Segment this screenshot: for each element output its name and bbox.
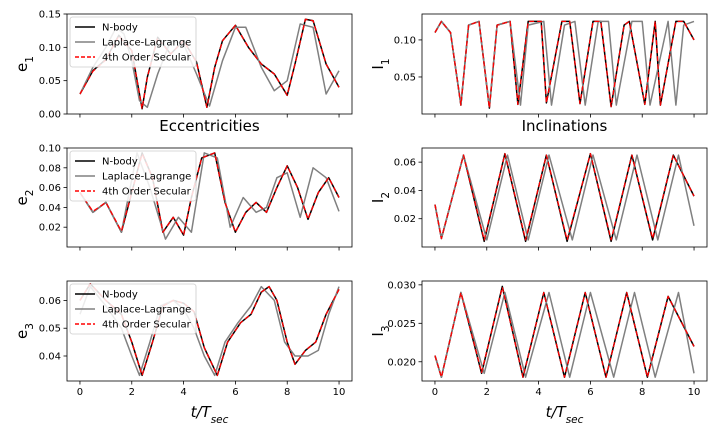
series-line-4th-order-secular — [79, 18, 340, 110]
legend: N-body Laplace-Lagrange 4th Order Secular — [69, 283, 197, 335]
legend-entry: N-body — [102, 157, 138, 168]
y-axis-label: I1 — [369, 58, 392, 69]
series-line-laplace-lagrange — [434, 20, 695, 108]
y-tick-label: 0.15 — [39, 10, 61, 21]
series-line-n-body — [434, 20, 695, 109]
axes-frame — [421, 13, 708, 115]
legend-entry: N-body — [102, 23, 138, 34]
subplot-I2: 0.02 0.04 0.06 I2 — [369, 147, 708, 251]
y-tick-label: 0.02 — [39, 223, 61, 234]
legend-entry: 4th Order Secular — [102, 320, 192, 331]
axes-frame — [421, 280, 708, 382]
y-axis-label: e3 — [13, 323, 36, 339]
legend-entry: Laplace-Lagrange — [102, 305, 191, 316]
legend-box — [69, 283, 197, 335]
y-tick-label: 0.10 — [394, 35, 416, 46]
subplot-I1: 0.05 0.10 I1 — [369, 13, 708, 118]
axes-frame — [66, 280, 353, 382]
y-tick-label: 0.05 — [39, 324, 61, 335]
y-tick-label: 0.06 — [394, 158, 416, 169]
series-line-laplace-lagrange — [434, 291, 695, 378]
x-tick-label: 6 — [587, 387, 593, 398]
x-tick-label: 8 — [639, 387, 645, 398]
y-axis-label: I2 — [369, 192, 392, 203]
y-tick-label: 0.05 — [394, 72, 416, 83]
y-tick-label: 0.020 — [387, 357, 416, 368]
x-tick-label: 0 — [432, 387, 438, 398]
x-tick-label: 10 — [333, 387, 346, 398]
y-tick-label: 0.10 — [39, 144, 61, 155]
series-line-4th-order-secular — [434, 286, 695, 378]
subplot-e1: 0.00 0.05 0.10 0.15 e1 N-body Laplace-Lagrange… — [13, 10, 353, 121]
column-title: Inclinations — [522, 117, 608, 135]
y-axis-label: I3 — [369, 325, 392, 336]
series-line-4th-order-secular — [79, 283, 340, 377]
y-tick-label: 0.04 — [39, 203, 61, 214]
x-tick-label: 10 — [688, 387, 701, 398]
x-tick-label: 4 — [535, 387, 541, 398]
column-title: Eccentricities — [159, 117, 260, 135]
y-axis-label: e1 — [13, 56, 36, 72]
series-line-4th-order-secular — [434, 20, 695, 109]
x-tick-label: 6 — [232, 387, 238, 398]
x-tick-label: 2 — [129, 387, 135, 398]
x-axis-label: t/Tsec — [191, 403, 229, 426]
y-tick-label: 0.025 — [387, 319, 416, 330]
legend-entry: Laplace-Lagrange — [102, 172, 191, 183]
series-line-4th-order-secular — [434, 153, 695, 241]
y-tick-label: 0.00 — [39, 110, 61, 121]
y-axis-label: e2 — [13, 190, 36, 206]
subplot-e3: 0 2 4 6 8 10 0.04 0.05 0.06 e3 N-body Laplace-Lagra… — [13, 280, 353, 398]
legend: N-body Laplace-Lagrange 4th Order Secular — [69, 16, 197, 68]
y-tick-label: 0.02 — [394, 214, 416, 225]
y-tick-label: 0.04 — [394, 186, 416, 197]
y-tick-label: 0.04 — [39, 352, 61, 363]
axes-frame — [66, 13, 353, 115]
y-tick-label: 0.030 — [387, 280, 416, 291]
axes-frame — [66, 147, 353, 248]
legend-box — [69, 150, 197, 202]
legend: N-body Laplace-Lagrange 4th Order Secular — [69, 150, 197, 202]
subplot-e2: 0.02 0.04 0.06 0.08 0.10 e2 N-body Laplace-Lagr… — [13, 144, 353, 251]
series-line-laplace-lagrange — [79, 152, 340, 240]
legend-box — [69, 16, 197, 68]
legend-entry: N-body — [102, 290, 138, 301]
legend-entry: 4th Order Secular — [102, 53, 192, 64]
x-tick-label: 2 — [484, 387, 490, 398]
y-tick-label: 0.06 — [39, 296, 61, 307]
y-tick-label: 0.08 — [39, 163, 61, 174]
y-tick-label: 0.06 — [39, 183, 61, 194]
x-axis-label: t/Tsec — [546, 403, 584, 426]
legend-entry: Laplace-Lagrange — [102, 38, 191, 49]
series-line-laplace-lagrange — [434, 154, 695, 241]
y-tick-label: 0.05 — [39, 76, 61, 87]
x-tick-label: 0 — [77, 387, 83, 398]
x-tick-label: 4 — [180, 387, 186, 398]
y-tick-label: 0.10 — [39, 43, 61, 54]
subplot-I3: 0 2 4 6 8 10 0.020 0.025 0.030 I3 — [369, 280, 708, 398]
legend-entry: 4th Order Secular — [102, 187, 192, 198]
series-line-laplace-lagrange — [79, 285, 340, 377]
axes-frame — [421, 147, 708, 248]
x-tick-label: 8 — [284, 387, 290, 398]
series-line-n-body — [434, 285, 695, 378]
